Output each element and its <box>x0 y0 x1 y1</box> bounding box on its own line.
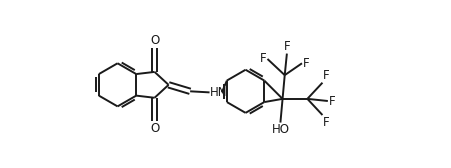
Text: F: F <box>329 95 335 108</box>
Text: F: F <box>284 40 290 53</box>
Text: HO: HO <box>272 123 290 136</box>
Text: O: O <box>150 122 159 135</box>
Text: F: F <box>323 69 330 82</box>
Text: O: O <box>150 34 159 47</box>
Text: HN: HN <box>210 86 228 99</box>
Text: F: F <box>260 52 267 66</box>
Text: F: F <box>323 116 330 129</box>
Text: F: F <box>303 57 309 70</box>
